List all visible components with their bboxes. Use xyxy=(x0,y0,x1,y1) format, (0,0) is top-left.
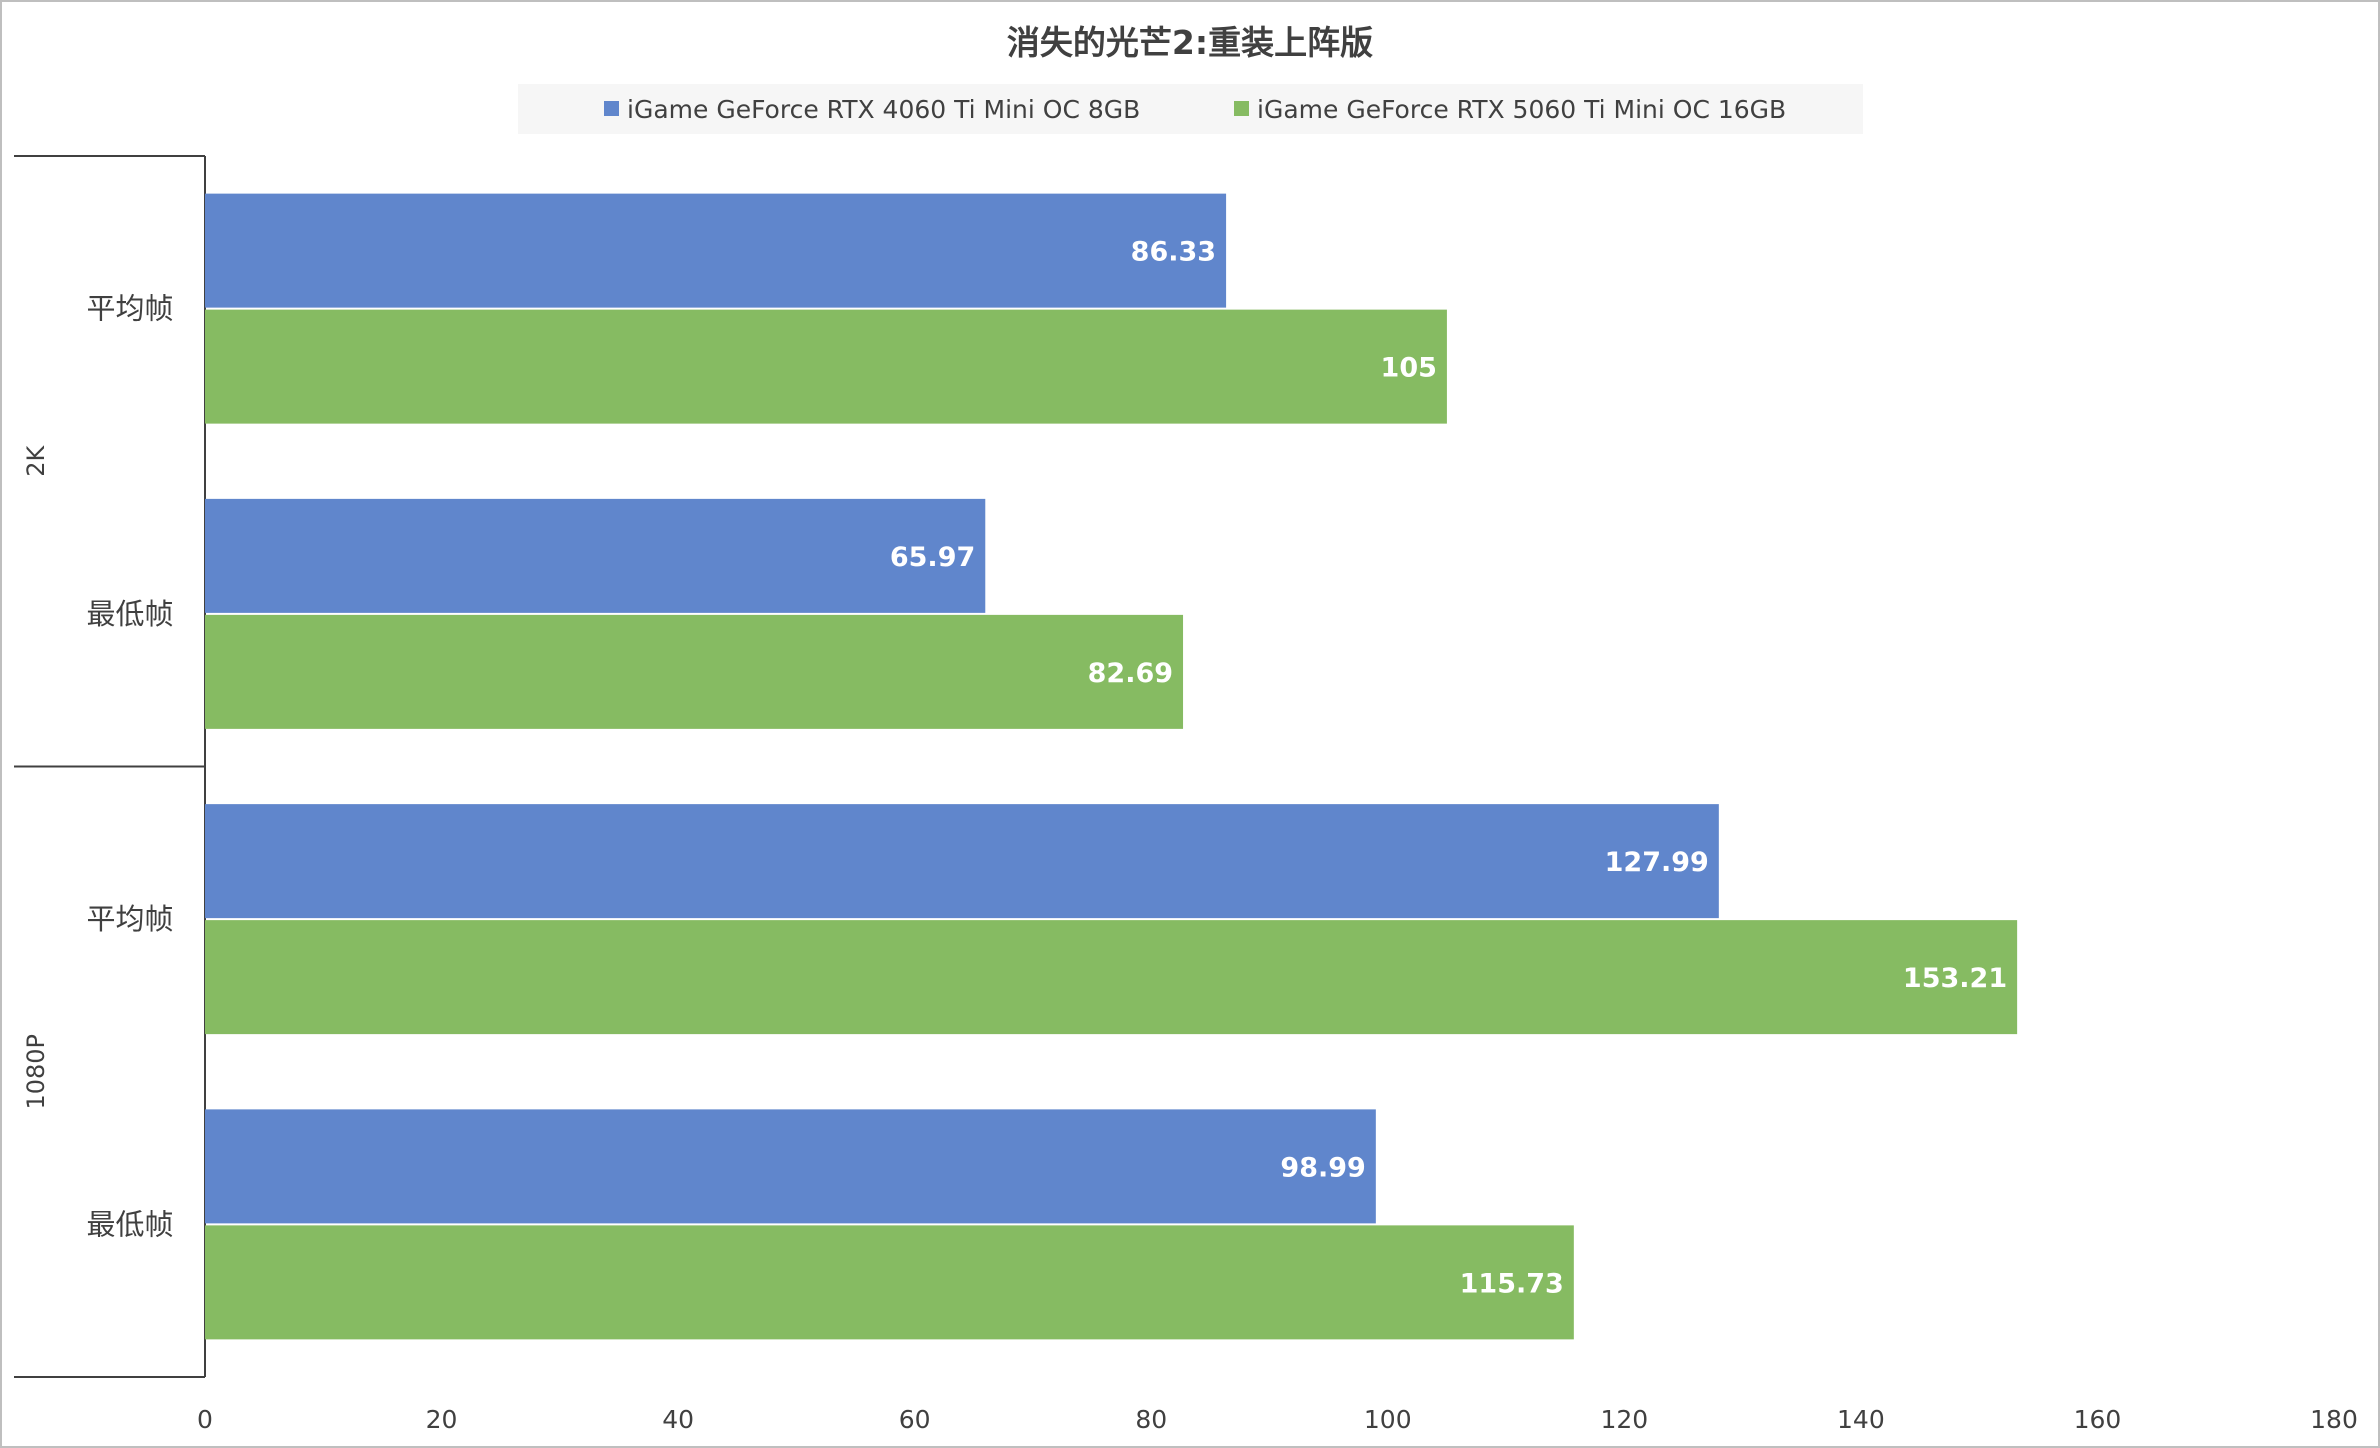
bar-2-3 xyxy=(205,920,2018,1035)
x-tick-label-8: 140 xyxy=(1837,1405,1885,1434)
legend-label-1: iGame GeForce RTX 4060 Ti Mini OC 8GB xyxy=(627,95,1140,124)
x-tick-label-3: 40 xyxy=(662,1405,694,1434)
bar-1-1 xyxy=(205,193,1227,308)
bar-2-1 xyxy=(205,309,1447,424)
data-label-1-3: 127.99 xyxy=(1605,847,1709,878)
bar-1-4 xyxy=(205,1109,1376,1224)
bar-2-4 xyxy=(205,1225,1574,1340)
legend-swatch-2 xyxy=(1234,101,1249,116)
x-tick-label-7: 120 xyxy=(1600,1405,1648,1434)
x-tick-label-5: 80 xyxy=(1135,1405,1167,1434)
chart-title: 消失的光芒2:重装上阵版 xyxy=(1007,23,1373,62)
legend-label-2: iGame GeForce RTX 5060 Ti Mini OC 16GB xyxy=(1257,95,1786,124)
data-label-2-4: 115.73 xyxy=(1460,1268,1564,1299)
legend: iGame GeForce RTX 4060 Ti Mini OC 8GB iGa… xyxy=(518,84,1863,134)
group-label-1: 2K xyxy=(22,444,50,476)
bar-1-2 xyxy=(205,498,986,613)
data-label-2-1: 105 xyxy=(1381,353,1437,384)
bar-2-2 xyxy=(205,614,1184,729)
data-label-1-4: 98.99 xyxy=(1280,1152,1365,1183)
x-tick-label-4: 60 xyxy=(899,1405,931,1434)
category-label-4: 最低帧 xyxy=(86,1207,173,1241)
group-label-2: 1080P xyxy=(22,1034,50,1110)
bar-1-3 xyxy=(205,804,1719,919)
x-tick-label-1: 0 xyxy=(197,1405,213,1434)
legend-background xyxy=(518,84,1863,134)
category-label-2: 最低帧 xyxy=(86,597,173,631)
x-tick-label-10: 180 xyxy=(2310,1405,2358,1434)
x-tick-label-9: 160 xyxy=(2074,1405,2122,1434)
category-label-1: 平均帧 xyxy=(86,292,173,326)
data-label-2-2: 82.69 xyxy=(1088,658,1173,689)
plot-area: 86.33 105 平均帧 65.97 82.69 最低帧 2K 127.99 153.21 平均… xyxy=(14,155,2358,1434)
data-label-1-1: 86.33 xyxy=(1131,237,1216,268)
data-label-1-2: 65.97 xyxy=(890,542,975,573)
data-label-2-3: 153.21 xyxy=(1903,963,2007,994)
category-label-3: 平均帧 xyxy=(86,902,173,936)
x-tick-label-2: 20 xyxy=(426,1405,458,1434)
legend-swatch-1 xyxy=(604,101,619,116)
x-tick-label-6: 100 xyxy=(1364,1405,1412,1434)
